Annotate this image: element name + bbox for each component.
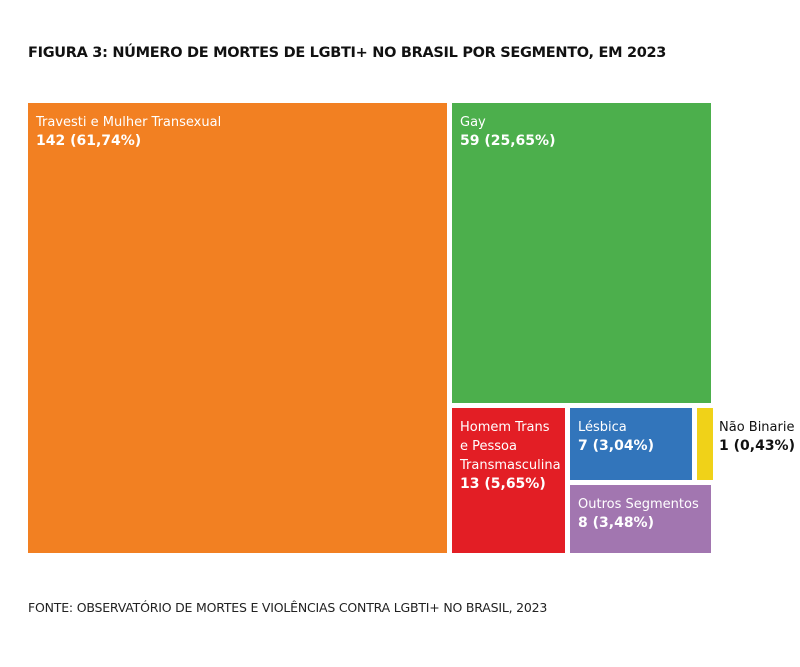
label-external: Não Binarie 1 (0,43%) xyxy=(719,418,795,456)
cell-value: 142 (61,74%) xyxy=(36,133,142,149)
cell-value: 59 (25,65%) xyxy=(460,133,556,149)
treemap-cell: Gay 59 (25,65%) xyxy=(452,103,711,403)
chart-source: FONTE: OBSERVATÓRIO DE MORTES E VIOLÊNCI… xyxy=(28,600,548,615)
cell-value: 1 (0,43%) xyxy=(719,438,795,454)
cell-value: 8 (3,48%) xyxy=(578,515,654,531)
cell-label: Homem Trans e Pessoa Transmasculina xyxy=(460,420,561,473)
chart-title: FIGURA 3: NÚMERO DE MORTES DE LGBTI+ NO … xyxy=(28,45,667,61)
treemap-cell xyxy=(697,408,713,480)
treemap-cell: Lésbica 7 (3,04%) xyxy=(570,408,692,480)
treemap-cell: Travesti e Mulher Transexual 142 (61,74%) xyxy=(28,103,447,553)
cell-label: Lésbica xyxy=(578,420,627,435)
cell-value: 7 (3,04%) xyxy=(578,438,654,454)
cell-label: Gay xyxy=(460,115,486,130)
cell-value: 13 (5,65%) xyxy=(460,476,546,492)
treemap-cell: Homem Trans e Pessoa Transmasculina 13 (5… xyxy=(452,408,565,553)
treemap-cell: Outros Segmentos 8 (3,48%) xyxy=(570,485,711,553)
cell-label: Não Binarie xyxy=(719,420,795,435)
cell-label: Outros Segmentos xyxy=(578,497,699,512)
cell-label: Travesti e Mulher Transexual xyxy=(36,115,222,130)
